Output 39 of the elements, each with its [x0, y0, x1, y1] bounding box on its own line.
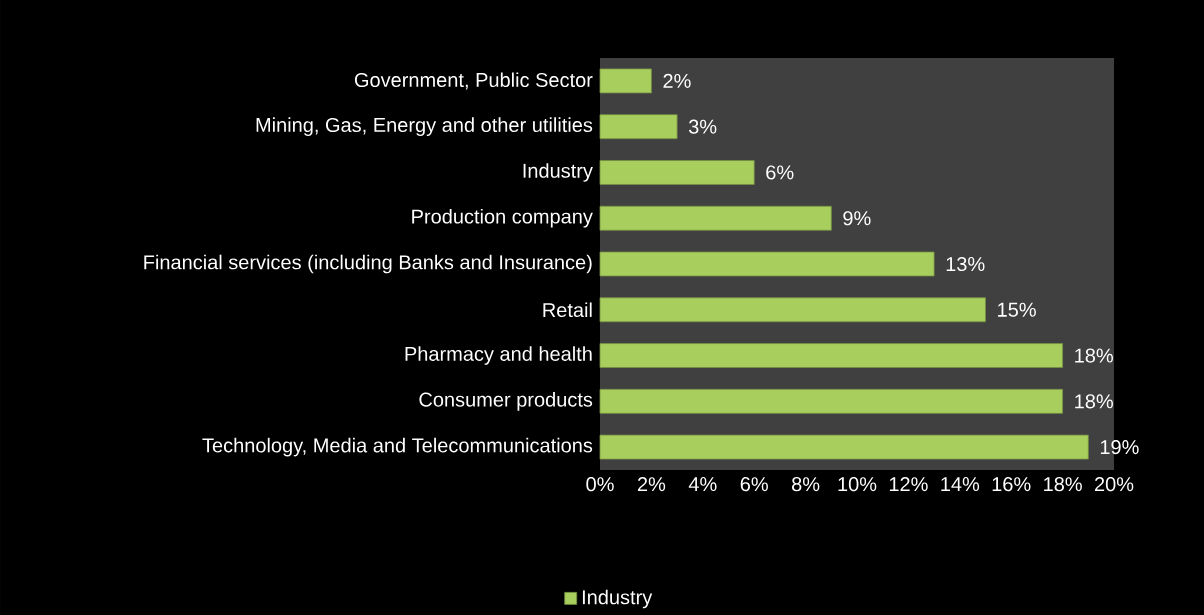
x-tick-label: 10% [838, 477, 877, 492]
data-label: 13% [946, 256, 985, 272]
bar [599, 114, 678, 140]
data-label: 18% [1075, 348, 1113, 363]
bar [599, 388, 1063, 414]
y-tick-label: Pharmacy and health [405, 346, 592, 365]
y-tick-label: Industry [523, 163, 593, 182]
bar [599, 68, 652, 94]
x-tick-label: 18% [1044, 477, 1082, 492]
data-label: 18% [1075, 394, 1113, 409]
x-tick-label: 6% [740, 477, 768, 492]
bar [599, 434, 1089, 460]
data-label: 9% [843, 211, 871, 226]
y-tick-label: Retail [543, 302, 592, 318]
x-tick-label: 2% [637, 477, 666, 492]
y-tick-label: Government, Public Sector [354, 72, 593, 90]
x-tick-label: 14% [941, 476, 980, 492]
x-tick-label: 8% [792, 477, 820, 492]
y-tick-label: Consumer products [419, 391, 593, 411]
bar [599, 343, 1063, 368]
x-tick-label: 16% [992, 477, 1031, 492]
x-tick-label: 0% [586, 477, 614, 492]
y-tick-label: Production company [412, 208, 593, 228]
y-tick-label: Technology, Media and Telecommunications [202, 437, 593, 457]
data-label: 15% [998, 302, 1036, 317]
bar [599, 251, 935, 277]
bar [599, 205, 832, 231]
data-label: 19% [1100, 439, 1139, 455]
data-label: 2% [663, 73, 691, 88]
x-tick-label: 20% [1094, 477, 1134, 492]
y-tick-label: Financial services (including Banks and Insurance) [144, 254, 592, 274]
data-label: 3% [688, 119, 717, 134]
legend-label: Industry [582, 589, 653, 609]
y-tick-label: Mining, Gas, Energy and other utilities [256, 117, 593, 136]
x-tick-label: 4% [688, 476, 717, 492]
x-tick-label: 12% [889, 477, 928, 492]
bar [599, 160, 755, 185]
bar [599, 297, 986, 323]
data-label: 6% [766, 165, 794, 180]
